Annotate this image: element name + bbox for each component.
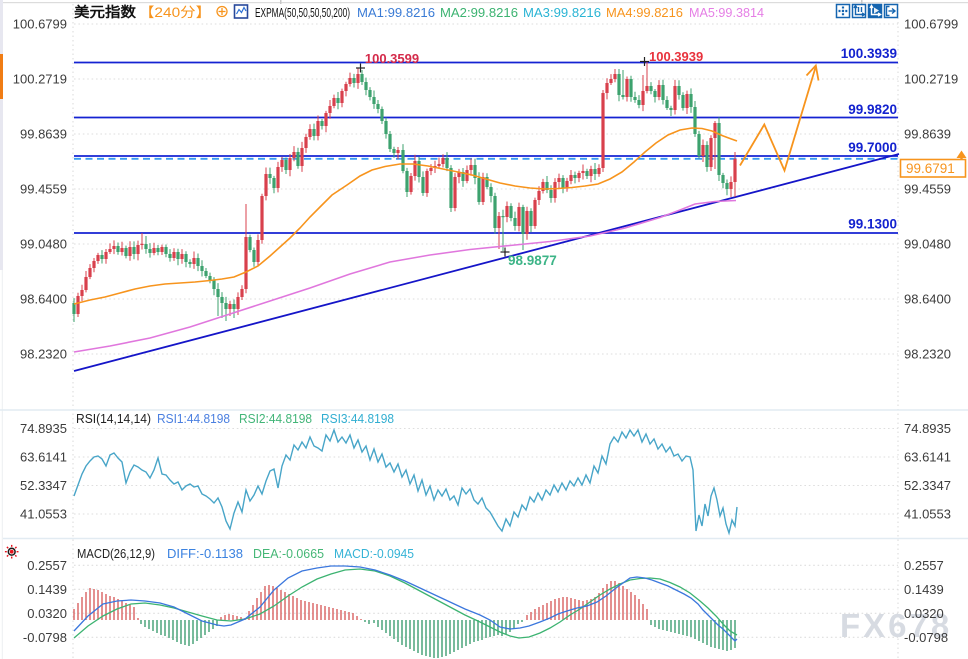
svg-text:MA3:99.8216: MA3:99.8216: [523, 5, 601, 20]
svg-text:41.0553: 41.0553: [904, 507, 951, 522]
svg-text:0.0320: 0.0320: [27, 606, 67, 621]
svg-text:100.3939: 100.3939: [649, 49, 703, 64]
svg-text:-0.0798: -0.0798: [904, 630, 948, 645]
svg-text:RSI3:44.8198: RSI3:44.8198: [321, 411, 394, 426]
svg-text:MA4:99.8216: MA4:99.8216: [606, 5, 683, 20]
svg-text:100.3939: 100.3939: [841, 46, 897, 61]
svg-text:100.3599: 100.3599: [365, 51, 419, 66]
svg-text:74.8935: 74.8935: [20, 421, 67, 436]
svg-text:99.4559: 99.4559: [904, 182, 951, 197]
svg-text:74.8935: 74.8935: [904, 421, 951, 436]
svg-text:99.1300: 99.1300: [848, 217, 897, 232]
svg-text:100.6799: 100.6799: [13, 17, 67, 32]
svg-text:98.6400: 98.6400: [20, 292, 67, 307]
svg-text:0.2557: 0.2557: [904, 558, 944, 573]
svg-text:99.9820: 99.9820: [848, 102, 897, 117]
svg-text:99.0480: 99.0480: [20, 237, 67, 252]
svg-text:99.8639: 99.8639: [904, 127, 951, 142]
svg-text:DEA:-0.0665: DEA:-0.0665: [253, 546, 324, 561]
svg-text:0.0320: 0.0320: [904, 606, 944, 621]
svg-text:EXPMA(50,50,50,50,200): EXPMA(50,50,50,50,200): [255, 5, 350, 20]
svg-text:52.3347: 52.3347: [20, 478, 67, 493]
svg-text:MA5:99.3814: MA5:99.3814: [689, 5, 764, 20]
svg-text:99.6791: 99.6791: [906, 161, 955, 176]
svg-text:98.9877: 98.9877: [508, 253, 557, 268]
svg-text:FX678: FX678: [840, 607, 952, 644]
svg-text:-0.0798: -0.0798: [23, 630, 67, 645]
svg-text:63.6141: 63.6141: [20, 450, 67, 465]
svg-text:MA1:99.8216: MA1:99.8216: [357, 5, 435, 20]
svg-text:99.7000: 99.7000: [848, 140, 897, 155]
svg-text:MA2:99.8216: MA2:99.8216: [440, 5, 518, 20]
svg-text:【240分】: 【240分】: [139, 5, 211, 20]
svg-text:0.1439: 0.1439: [27, 582, 67, 597]
svg-text:63.6141: 63.6141: [904, 450, 951, 465]
svg-text:99.4559: 99.4559: [20, 182, 67, 197]
svg-text:99.8639: 99.8639: [20, 127, 67, 142]
svg-text:98.2320: 98.2320: [20, 347, 67, 362]
svg-text:41.0553: 41.0553: [20, 507, 67, 522]
svg-text:美元指数: 美元指数: [74, 4, 137, 20]
svg-text:98.6400: 98.6400: [904, 292, 951, 307]
svg-text:0.1439: 0.1439: [904, 582, 944, 597]
svg-text:100.2719: 100.2719: [13, 72, 67, 87]
svg-text:DIFF:-0.1138: DIFF:-0.1138: [167, 546, 243, 561]
svg-text:RSI2:44.8198: RSI2:44.8198: [239, 411, 312, 426]
svg-text:52.3347: 52.3347: [904, 478, 951, 493]
svg-text:MACD:-0.0945: MACD:-0.0945: [334, 546, 414, 561]
svg-text:98.2320: 98.2320: [904, 347, 951, 362]
svg-text:MACD(26,12,9): MACD(26,12,9): [77, 546, 155, 561]
svg-text:99.0480: 99.0480: [904, 237, 951, 252]
svg-text:RSI(14,14,14): RSI(14,14,14): [76, 411, 151, 426]
svg-text:0.2557: 0.2557: [27, 558, 67, 573]
svg-text:100.2719: 100.2719: [904, 72, 958, 87]
svg-text:100.6799: 100.6799: [904, 17, 958, 32]
svg-text:RSI1:44.8198: RSI1:44.8198: [157, 411, 230, 426]
